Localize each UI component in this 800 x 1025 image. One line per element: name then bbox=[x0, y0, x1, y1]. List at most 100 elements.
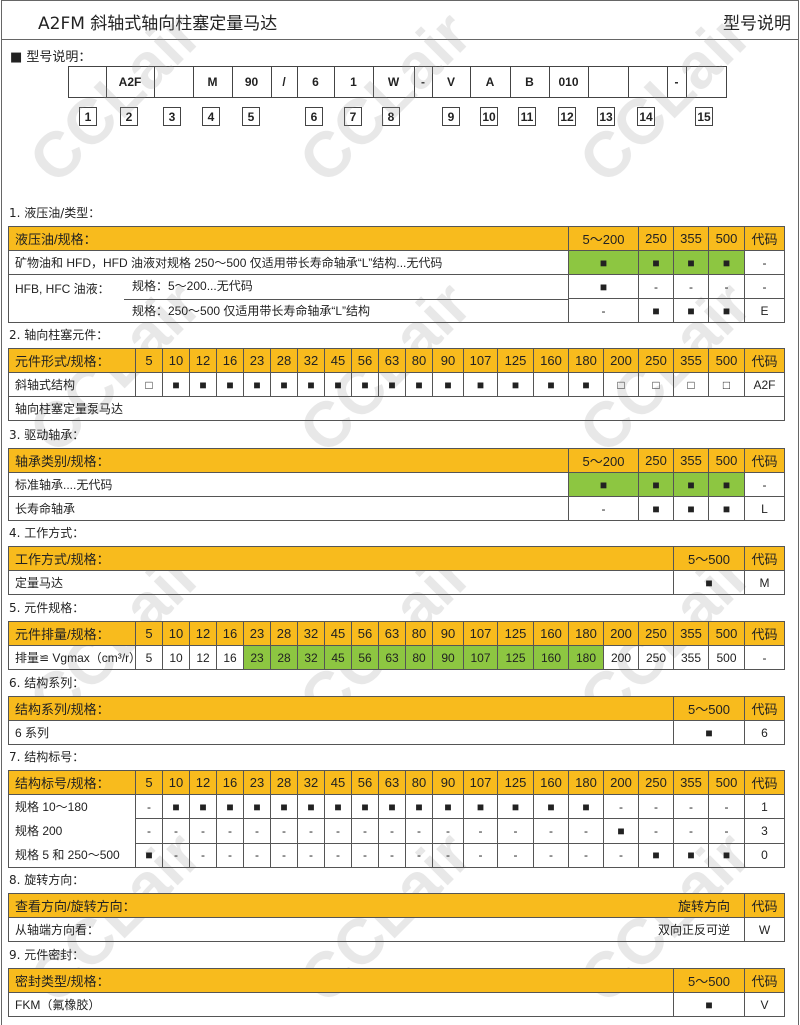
header-size: 23 bbox=[243, 770, 271, 795]
value-cell: 28 bbox=[270, 645, 298, 670]
available-mark: ■ bbox=[568, 274, 639, 299]
available-mark: ■ bbox=[673, 496, 709, 521]
not-available-mark: - bbox=[216, 818, 244, 844]
position-number: 2 bbox=[120, 107, 138, 126]
model-code-box: B bbox=[510, 66, 550, 98]
header-size: 10 bbox=[162, 348, 190, 373]
not-available-mark: - bbox=[673, 274, 709, 299]
available-mark: ■ bbox=[708, 496, 745, 521]
available-mark: ■ bbox=[673, 992, 745, 1017]
table-row: 规格：250～500 仅适用带长寿命轴承“L”结构 - ■ ■ ■ E bbox=[8, 298, 785, 323]
header-size: 16 bbox=[216, 348, 244, 373]
value-cell: 16 bbox=[216, 645, 244, 670]
value-cell: 5 bbox=[135, 645, 163, 670]
model-code-box: W bbox=[373, 66, 415, 98]
not-available-mark: - bbox=[351, 842, 379, 869]
header-size: 125 bbox=[497, 348, 534, 373]
header-size: 32 bbox=[297, 621, 325, 646]
header-size: 5～200 bbox=[568, 448, 639, 473]
row-label: 排量≌ Vgmax（cm³/r） bbox=[8, 645, 136, 670]
header-size: 63 bbox=[378, 770, 406, 795]
available-mark: ■ bbox=[638, 842, 674, 869]
not-available-mark: - bbox=[533, 818, 569, 844]
available-mark: ■ bbox=[297, 372, 325, 397]
header-label: 轴承类别/规格： bbox=[8, 448, 569, 473]
position-number: 13 bbox=[597, 107, 615, 126]
spec-table: 查看方向/旋转方向： 旋转方向 代码 从轴端方向看： 双向正反可逆 W bbox=[8, 893, 785, 942]
header-size: 56 bbox=[351, 770, 379, 795]
position-number: 14 bbox=[637, 107, 655, 126]
not-available-mark: - bbox=[708, 793, 745, 820]
header-size: 180 bbox=[568, 770, 604, 795]
optional-mark: □ bbox=[638, 372, 674, 397]
header-size: 45 bbox=[324, 348, 352, 373]
header-label: 结构系列/规格： bbox=[8, 696, 674, 721]
table-header-row: 查看方向/旋转方向： 旋转方向 代码 bbox=[8, 893, 785, 918]
spec-table: 结构标号/规格： 5 10 12 16 23 28 32 45 56 63 80 90 107 125 160… bbox=[8, 770, 785, 869]
not-available-mark: - bbox=[405, 842, 433, 869]
header-size: 80 bbox=[405, 770, 433, 795]
not-available-mark: - bbox=[162, 818, 190, 844]
not-available-mark: - bbox=[243, 842, 271, 869]
row-label: 轴向柱塞定量泵马达 bbox=[8, 396, 785, 421]
available-mark: ■ bbox=[568, 372, 604, 397]
value-cell: 10 bbox=[162, 645, 190, 670]
available-mark: ■ bbox=[568, 793, 604, 820]
available-mark: ■ bbox=[162, 372, 190, 397]
model-code-box: 010 bbox=[549, 66, 589, 98]
model-code-box: - bbox=[667, 66, 687, 98]
available-mark: ■ bbox=[708, 472, 745, 497]
section-title: 7. 结构标号： bbox=[9, 750, 85, 764]
available-mark: ■ bbox=[673, 720, 745, 745]
header-size: 180 bbox=[568, 348, 604, 373]
code-cell: E bbox=[744, 298, 785, 323]
model-code-box: V bbox=[432, 66, 471, 98]
header-size: 125 bbox=[497, 621, 534, 646]
code-cell: 0 bbox=[744, 842, 785, 869]
available-mark: ■ bbox=[638, 496, 674, 521]
code-cell: 3 bbox=[744, 818, 785, 844]
title-bar: A2FM 斜轴式轴向柱塞定量马达 型号说明 bbox=[1, 0, 799, 40]
section-title: 1. 液压油/类型： bbox=[9, 206, 101, 220]
row-label: FKM（氟橡胶） bbox=[8, 992, 674, 1017]
header-size: 355 bbox=[673, 348, 709, 373]
not-available-mark: - bbox=[351, 818, 379, 844]
not-available-mark: - bbox=[324, 842, 352, 869]
header-code: 代码 bbox=[744, 770, 785, 795]
not-available-mark: - bbox=[533, 842, 569, 869]
spec-table: 轴承类别/规格： 5～200 250 355 500 代码 标准轴承....无代码 ■ ■ ■ ■ -… bbox=[8, 448, 785, 521]
header-size: 45 bbox=[324, 770, 352, 795]
available-mark: ■ bbox=[708, 250, 745, 275]
header-code: 代码 bbox=[744, 226, 785, 251]
row-sub-label: 规格：250～500 仅适用带长寿命轴承“L”结构 bbox=[124, 298, 568, 322]
not-available-mark: - bbox=[216, 842, 244, 869]
available-mark: ■ bbox=[216, 793, 244, 820]
optional-mark: □ bbox=[603, 372, 639, 397]
table-row: 规格 10～180 规格 200 规格 5 和 250～500- ■ ■ ■ ■ ■ ■ ■ ■ ■ ■… bbox=[8, 793, 785, 868]
header-size: 250 bbox=[638, 770, 674, 795]
value-cell: 180 bbox=[568, 645, 604, 670]
not-available-mark: - bbox=[708, 274, 745, 299]
header-size: 63 bbox=[378, 348, 406, 373]
section-title: 9. 元件密封： bbox=[9, 948, 85, 962]
table-header-row: 结构标号/规格： 5 10 12 16 23 28 32 45 56 63 80 90 107 125 160… bbox=[8, 770, 785, 795]
section-1: 1. 液压油/类型： 液压油/规格： 5～200 250 355 500 代码 矿物油和 HF… bbox=[8, 205, 785, 323]
available-mark: ■ bbox=[638, 250, 674, 275]
not-available-mark: - bbox=[189, 842, 217, 869]
code-cell: V bbox=[744, 992, 785, 1017]
header-size: 5 bbox=[135, 348, 163, 373]
not-available-mark: - bbox=[497, 818, 534, 844]
position-number: 3 bbox=[163, 107, 181, 126]
optional-mark: □ bbox=[708, 372, 745, 397]
not-available-mark: - bbox=[568, 842, 604, 869]
model-code-box: A2F bbox=[106, 66, 155, 98]
value-cell: 500 bbox=[708, 645, 745, 670]
header-size: 28 bbox=[270, 348, 298, 373]
not-available-mark: - bbox=[568, 818, 604, 844]
section-4: 4. 工作方式： 工作方式/规格： 5～500 代码 定量马达 ■ M bbox=[8, 525, 785, 595]
available-mark: ■ bbox=[568, 250, 639, 275]
available-mark: ■ bbox=[463, 372, 498, 397]
position-number: 15 bbox=[695, 107, 713, 126]
code-cell: M bbox=[744, 570, 785, 595]
value-cell: 250 bbox=[638, 645, 674, 670]
